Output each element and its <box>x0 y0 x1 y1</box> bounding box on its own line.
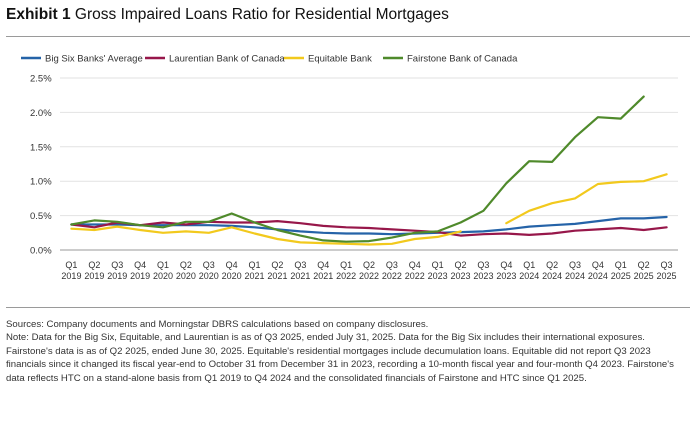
x-tick-year: 2022 <box>336 271 356 281</box>
x-tick-quarter: Q3 <box>111 260 123 270</box>
y-tick-label: 2.0% <box>30 108 52 119</box>
x-tick-quarter: Q2 <box>455 260 467 270</box>
x-tick-year: 2023 <box>496 271 516 281</box>
x-tick-quarter: Q4 <box>134 260 146 270</box>
x-tick-year: 2020 <box>176 271 196 281</box>
legend-label: Laurentian Bank of Canada <box>169 54 285 65</box>
x-tick-quarter: Q4 <box>409 260 421 270</box>
x-tick-year: 2024 <box>542 271 562 281</box>
x-tick-quarter: Q2 <box>271 260 283 270</box>
x-tick-year: 2022 <box>382 271 402 281</box>
x-tick-quarter: Q2 <box>180 260 192 270</box>
x-tick-year: 2025 <box>657 271 677 281</box>
x-tick-quarter: Q1 <box>157 260 169 270</box>
title-divider <box>6 36 690 37</box>
x-tick-year: 2020 <box>222 271 242 281</box>
notes-divider <box>6 307 690 308</box>
x-axis: Q12019Q22019Q32019Q42019Q12020Q22020Q320… <box>61 260 676 281</box>
x-tick-year: 2025 <box>634 271 654 281</box>
x-tick-quarter: Q4 <box>592 260 604 270</box>
x-tick-year: 2024 <box>565 271 585 281</box>
x-tick-quarter: Q4 <box>317 260 329 270</box>
x-tick-year: 2023 <box>451 271 471 281</box>
note-text: Note: Data for the Big Six, Equitable, a… <box>6 332 674 384</box>
x-tick-quarter: Q2 <box>88 260 100 270</box>
series-lines <box>70 95 668 246</box>
exhibit-label: Exhibit 1 <box>6 6 71 23</box>
sources-text: Sources: Company documents and Morningst… <box>6 319 429 330</box>
y-axis: 0.0% 0.5% 1.0% 1.5% 2.0% 2.5% <box>30 74 52 257</box>
y-tick-label: 0.5% <box>30 211 52 222</box>
x-tick-year: 2020 <box>199 271 219 281</box>
x-tick-year: 2021 <box>245 271 265 281</box>
y-tick-label: 2.5% <box>30 74 52 85</box>
legend: Big Six Banks' Average Laurentian Bank of… <box>21 54 518 65</box>
chart-title: Exhibit 1 Gross Impaired Loans Ratio for… <box>6 6 449 24</box>
y-tick-label: 1.5% <box>30 142 52 153</box>
x-tick-year: 2023 <box>428 271 448 281</box>
legend-label: Equitable Bank <box>308 54 372 65</box>
series-line-4 <box>70 95 645 243</box>
x-tick-quarter: Q4 <box>226 260 238 270</box>
x-tick-quarter: Q1 <box>249 260 261 270</box>
x-tick-year: 2024 <box>588 271 608 281</box>
notes: Sources: Company documents and Morningst… <box>6 318 692 385</box>
x-tick-year: 2021 <box>267 271 287 281</box>
legend-label: Big Six Banks' Average <box>45 54 143 65</box>
x-tick-quarter: Q3 <box>569 260 581 270</box>
x-tick-year: 2021 <box>313 271 333 281</box>
x-tick-quarter: Q3 <box>294 260 306 270</box>
x-tick-year: 2019 <box>130 271 150 281</box>
x-tick-year: 2019 <box>84 271 104 281</box>
line-chart: Big Six Banks' Average Laurentian Bank of… <box>21 54 678 281</box>
x-tick-quarter: Q1 <box>340 260 352 270</box>
x-tick-quarter: Q2 <box>363 260 375 270</box>
x-tick-year: 2024 <box>519 271 539 281</box>
x-tick-quarter: Q3 <box>203 260 215 270</box>
y-tick-label: 0.0% <box>30 246 52 257</box>
x-tick-year: 2021 <box>290 271 310 281</box>
x-tick-quarter: Q1 <box>65 260 77 270</box>
x-tick-year: 2022 <box>359 271 379 281</box>
x-tick-year: 2022 <box>405 271 425 281</box>
x-tick-quarter: Q3 <box>386 260 398 270</box>
x-tick-quarter: Q2 <box>638 260 650 270</box>
x-tick-quarter: Q4 <box>500 260 512 270</box>
x-tick-year: 2020 <box>153 271 173 281</box>
x-tick-quarter: Q2 <box>546 260 558 270</box>
legend-label: Fairstone Bank of Canada <box>407 54 518 65</box>
grid <box>60 77 678 251</box>
y-tick-label: 1.0% <box>30 177 52 188</box>
x-tick-quarter: Q1 <box>432 260 444 270</box>
x-tick-quarter: Q1 <box>615 260 627 270</box>
x-tick-year: 2025 <box>611 271 631 281</box>
x-tick-year: 2019 <box>107 271 127 281</box>
x-tick-year: 2023 <box>473 271 493 281</box>
series-line-2 <box>70 220 668 237</box>
series-line-3 <box>70 173 668 246</box>
x-tick-quarter: Q3 <box>661 260 673 270</box>
exhibit-title: Gross Impaired Loans Ratio for Residenti… <box>74 6 449 23</box>
x-tick-quarter: Q3 <box>477 260 489 270</box>
x-tick-quarter: Q1 <box>523 260 535 270</box>
x-tick-year: 2019 <box>61 271 81 281</box>
